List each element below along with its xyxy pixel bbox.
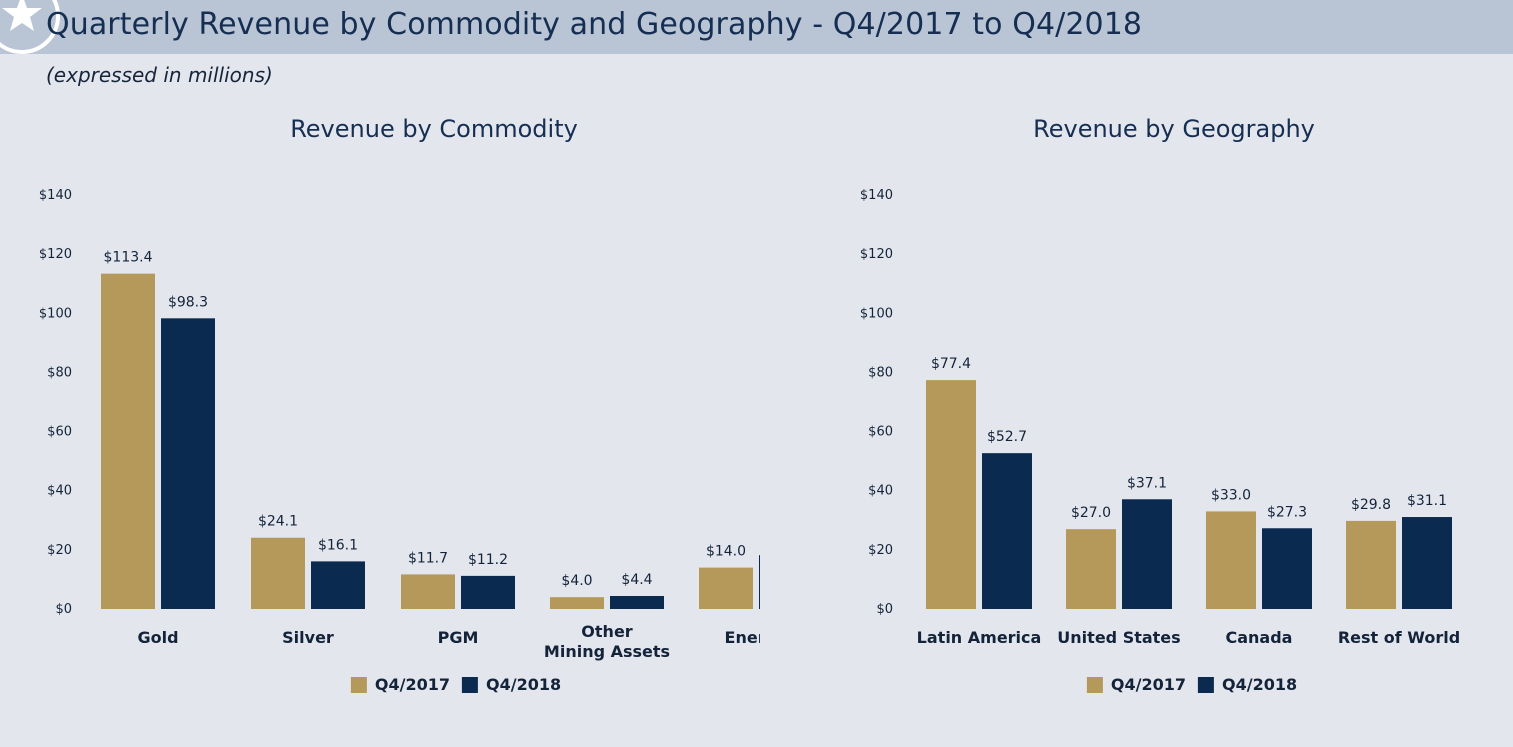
legend-swatch-q4-2017 [1086,676,1103,693]
data-label: $16.1 [318,537,358,553]
legend-label-q4-2018: Q4/2018 [486,675,562,694]
y-tick-label: $120 [860,247,893,262]
y-tick-label: $0 [876,602,893,617]
y-tick-label: $60 [47,425,72,440]
legend-swatch-q4-2017 [350,676,367,693]
data-label: $14.0 [706,544,746,560]
page-title: Quarterly Revenue by Commodity and Geogr… [46,7,1143,42]
category-label: United States [1057,628,1180,647]
data-label: $52.7 [987,429,1027,445]
bar-rest-of-world-q4-2017 [1346,520,1396,609]
data-label: $27.0 [1071,505,1111,521]
bar-latin-america-q4-2018 [982,453,1032,609]
bar-rest-of-world-q4-2018 [1402,517,1452,609]
y-tick-label: $120 [39,247,72,262]
y-tick-label: $100 [860,306,893,321]
bar-pgm-q4-2018 [461,575,515,609]
data-label: $98.3 [168,294,208,310]
bar-pgm-q4-2017 [401,574,455,609]
y-tick-label: $140 [860,188,893,203]
data-label: $29.8 [1351,497,1391,513]
category-label: Other [581,622,632,641]
geography-chart-title: Revenue by Geography [1033,115,1315,143]
legend-label-q4-2018: Q4/2018 [1222,675,1298,694]
legend-swatch-q4-2018 [462,676,478,693]
data-label: $31.1 [1407,493,1447,509]
data-label: $77.4 [931,356,971,372]
y-tick-label: $20 [47,543,72,558]
bar-gold-q4-2017 [101,273,155,609]
category-label: Mining Assets [544,642,670,661]
y-tick-label: $100 [39,306,72,321]
bar-united-states-q4-2017 [1066,529,1116,609]
legend-label-q4-2017: Q4/2017 [1110,675,1186,694]
geography-legend: Q4/2017 Q4/2018 [1081,675,1303,694]
bar-other-mining-assets-q4-2018 [610,595,664,609]
bar-canada-q4-2018 [1262,528,1312,609]
bar-energy-q4-2017 [699,567,753,609]
category-label: Energy [725,628,760,647]
category-label: Gold [137,628,178,647]
y-tick-label: $80 [868,365,893,380]
data-label: $4.4 [621,572,652,588]
y-tick-label: $40 [868,484,893,499]
data-label: $33.0 [1211,487,1251,503]
data-label: $27.3 [1267,504,1307,520]
data-label: $24.1 [258,514,298,530]
page-subtitle: (expressed in millions) [46,63,273,87]
y-tick-label: $140 [39,188,72,203]
commodity-legend: Q4/2017 Q4/2018 [345,675,567,694]
legend-swatch-q4-2018 [1198,676,1214,693]
category-label: Canada [1226,628,1293,647]
bar-silver-q4-2017 [251,537,305,609]
y-tick-label: $40 [47,484,72,499]
legend-item-q4-2017: Q4/2017 [1086,675,1186,694]
bar-other-mining-assets-q4-2017 [550,597,604,609]
bar-gold-q4-2018 [161,318,215,609]
header-band [0,0,1513,54]
data-label: $37.1 [1127,475,1167,491]
y-tick-label: $0 [55,602,72,617]
bar-silver-q4-2018 [311,561,365,609]
data-label: $11.7 [408,550,448,566]
legend-item-q4-2018: Q4/2018 [462,675,561,694]
y-tick-label: $20 [868,543,893,558]
bar-energy-q4-2018 [759,555,760,609]
commodity-bar-chart: $0 $20 $40 $60 $80 $100 $120 $140 $113.4 $98.3 Gol… [39,188,760,661]
legend-item-q4-2018: Q4/2018 [1198,675,1297,694]
commodity-chart-title: Revenue by Commodity [290,115,578,143]
data-label: $11.2 [468,552,508,568]
category-label: Silver [282,628,334,647]
legend-item-q4-2017: Q4/2017 [350,675,450,694]
category-label: PGM [438,628,479,647]
bar-canada-q4-2017 [1206,511,1256,609]
data-label: $113.4 [104,250,153,266]
category-label: Latin America [917,628,1042,647]
star-logo-icon [0,0,62,54]
y-tick-label: $60 [868,425,893,440]
bar-united-states-q4-2018 [1122,499,1172,609]
data-label: $4.0 [561,573,592,589]
y-tick-label: $80 [47,365,72,380]
category-label: Rest of World [1338,628,1460,647]
bar-latin-america-q4-2017 [926,380,976,609]
legend-label-q4-2017: Q4/2017 [374,675,450,694]
